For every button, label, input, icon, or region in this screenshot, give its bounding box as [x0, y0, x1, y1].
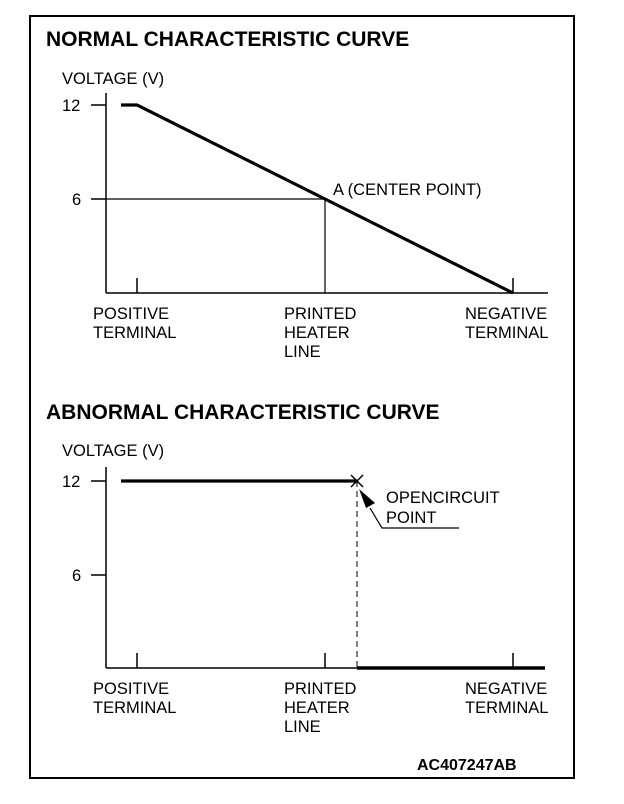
abnormal-x-label-heater-2: HEATER	[284, 699, 350, 717]
abnormal-x-label-negative-1: NEGATIVE	[465, 680, 547, 698]
abnormal-x-label-negative-2: TERMINAL	[465, 699, 548, 717]
abnormal-y-tick-label-6: 6	[72, 567, 81, 585]
open-circuit-leader-line	[369, 507, 459, 529]
normal-chart-title: NORMAL CHARACTERISTIC CURVE	[46, 28, 409, 51]
normal-x-label-negative-2: TERMINAL	[465, 324, 548, 342]
normal-voltage-curve	[121, 103, 514, 295]
normal-y-tick-label-12: 12	[62, 97, 80, 115]
normal-x-label-heater-1: PRINTED	[284, 305, 357, 323]
abnormal-chart-title: ABNORMAL CHARACTERISTIC CURVE	[46, 401, 440, 424]
abnormal-chart: ABNORMAL CHARACTERISTIC CURVE VOLTAGE (V…	[46, 401, 548, 736]
abnormal-x-label-positive-2: TERMINAL	[93, 699, 176, 717]
normal-y-tick-label-6: 6	[72, 191, 81, 209]
normal-y-axis-label: VOLTAGE (V)	[62, 70, 164, 88]
open-circuit-arrowhead	[359, 489, 375, 508]
normal-x-label-positive-1: POSITIVE	[93, 305, 169, 323]
open-circuit-label-1: OPENCIRCUIT	[386, 489, 500, 507]
figure-frame	[29, 15, 575, 779]
abnormal-y-tick-label-12: 12	[62, 473, 80, 491]
normal-chart: NORMAL CHARACTERISTIC CURVE VOLTAGE (V) …	[46, 28, 548, 361]
normal-x-label-positive-2: TERMINAL	[93, 324, 176, 342]
normal-x-label-heater-3: LINE	[284, 343, 321, 361]
abnormal-x-label-positive-1: POSITIVE	[93, 680, 169, 698]
abnormal-y-axis-label: VOLTAGE (V)	[62, 442, 164, 460]
open-circuit-label-2: POINT	[386, 509, 436, 527]
figure-code: AC407247AB	[417, 757, 517, 774]
normal-x-label-heater-2: HEATER	[284, 324, 350, 342]
open-circuit-x-marker	[350, 474, 364, 488]
abnormal-x-label-heater-1: PRINTED	[284, 680, 357, 698]
normal-x-label-negative-1: NEGATIVE	[465, 305, 547, 323]
abnormal-x-label-heater-3: LINE	[284, 718, 321, 736]
center-point-annotation: A (CENTER POINT)	[333, 181, 482, 199]
